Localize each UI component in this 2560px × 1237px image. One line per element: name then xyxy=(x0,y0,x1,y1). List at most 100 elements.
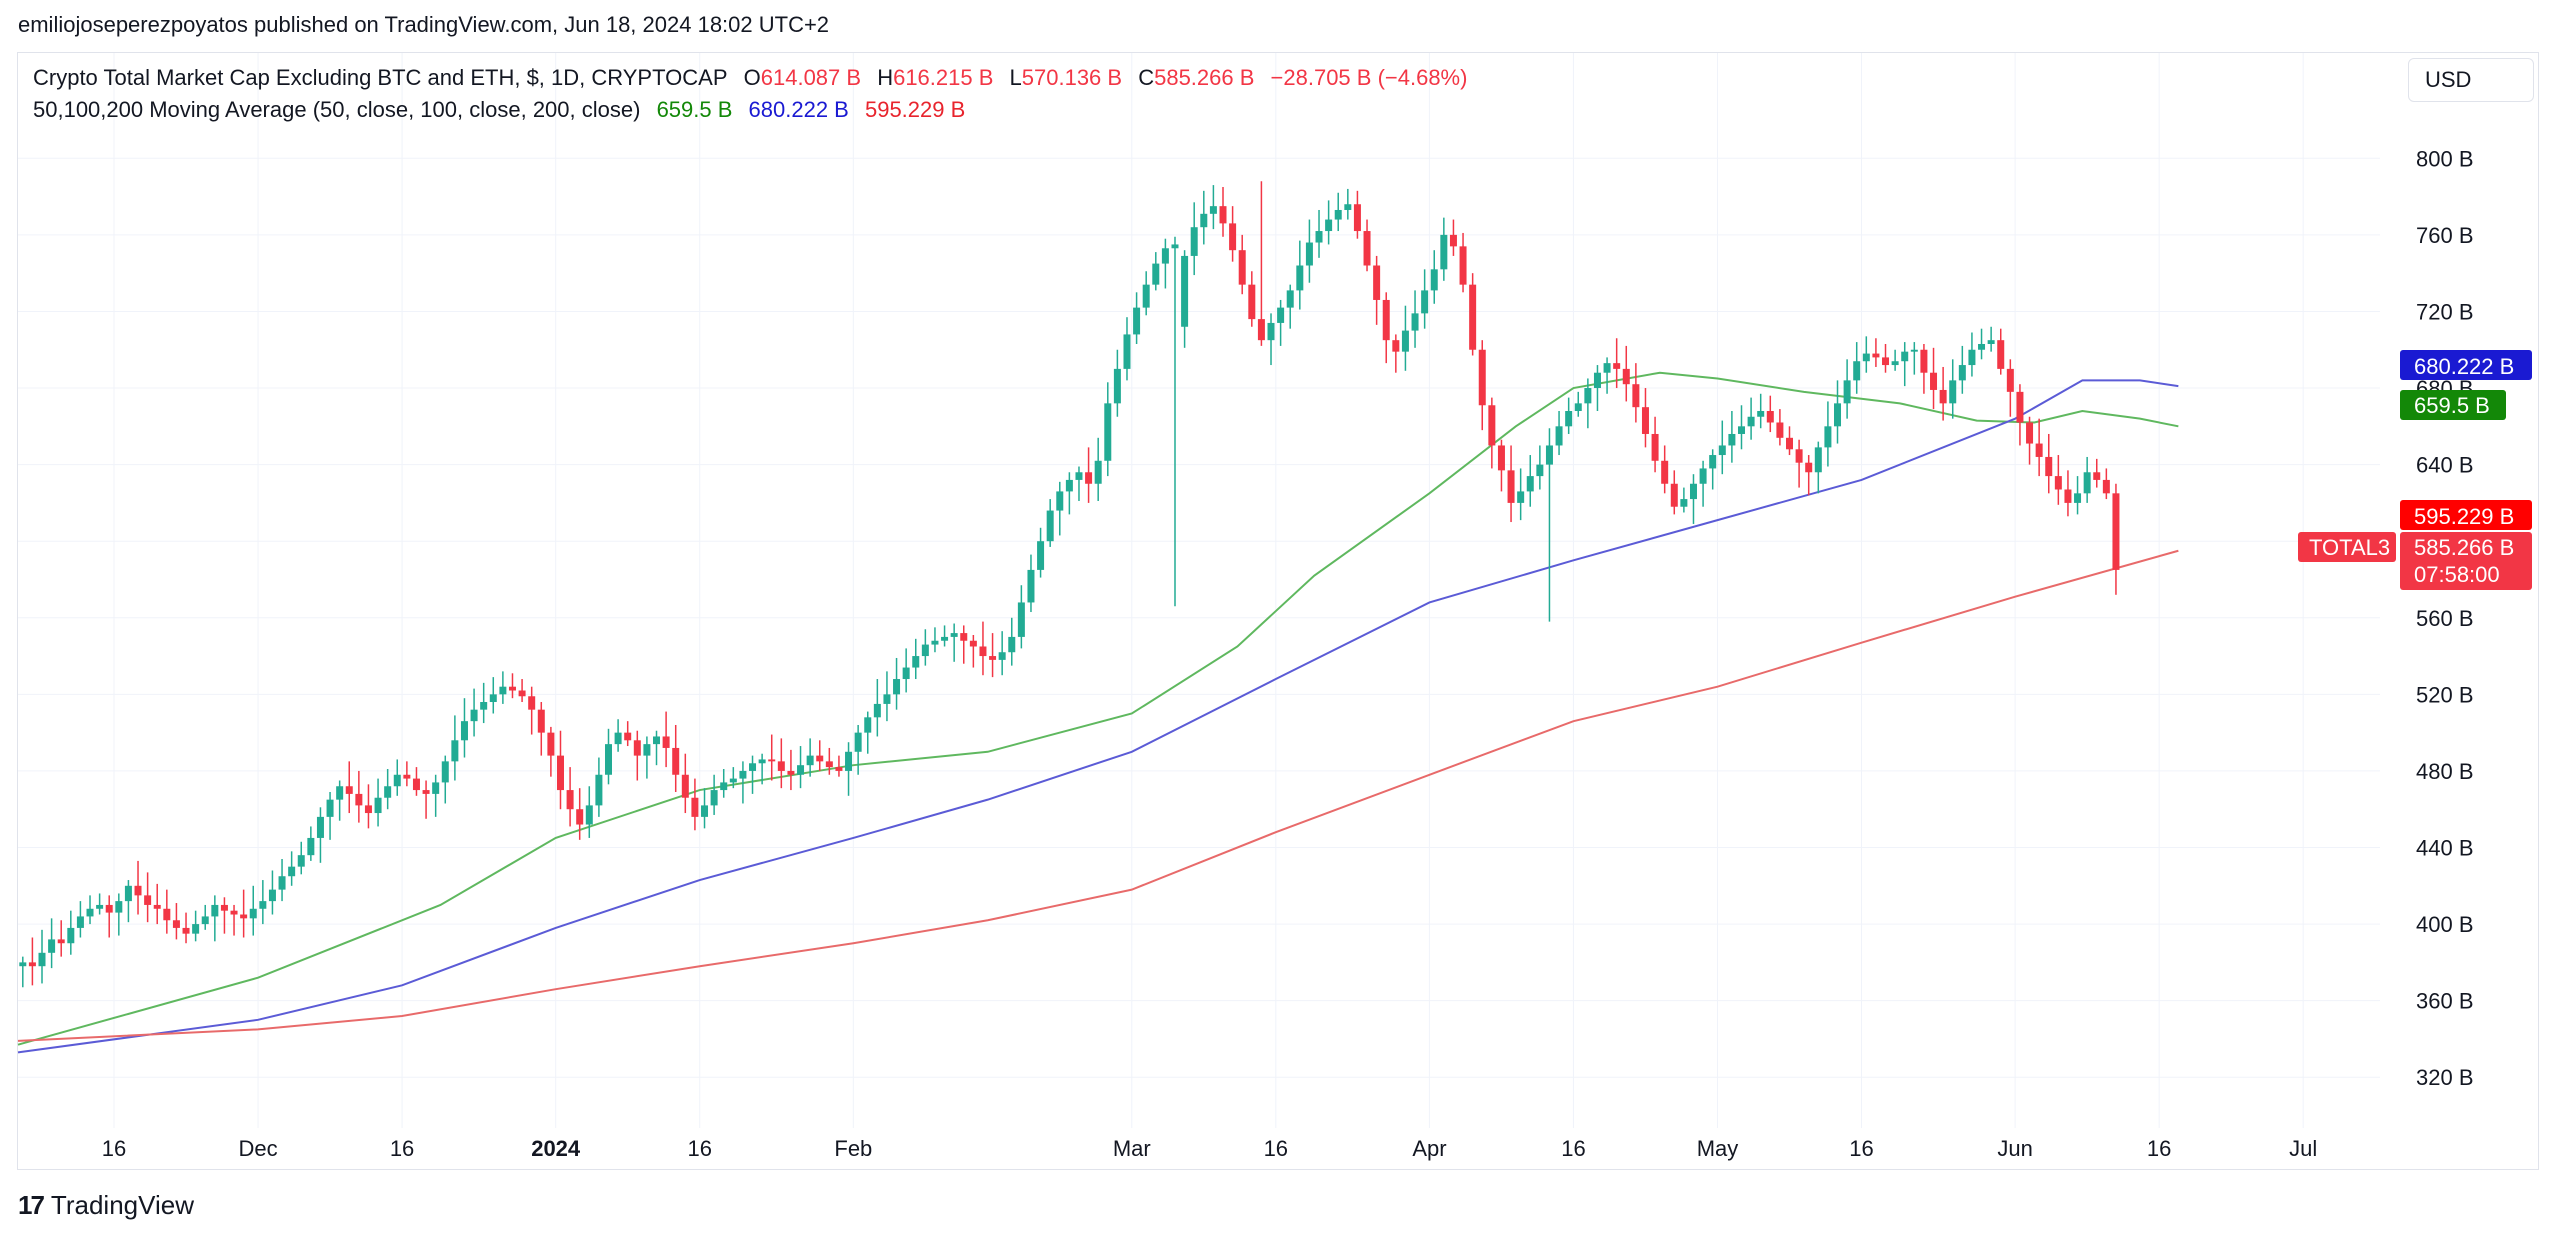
candle-body xyxy=(2035,443,2043,457)
candle xyxy=(1689,474,1697,524)
candle xyxy=(1757,393,1765,429)
candle-body xyxy=(115,901,123,913)
close-label: C xyxy=(1138,65,1155,90)
candle xyxy=(1334,192,1342,232)
candle xyxy=(653,730,661,766)
time-tick-label: Jun xyxy=(1997,1136,2032,1161)
candle-body xyxy=(528,696,536,710)
candle xyxy=(480,682,488,724)
time-tick-label: 16 xyxy=(1849,1136,1873,1161)
candle-body xyxy=(1209,206,1217,214)
candle xyxy=(749,755,757,794)
candle xyxy=(1545,428,1553,622)
candle-body xyxy=(816,755,824,762)
candle-body xyxy=(595,774,603,806)
candle-body xyxy=(1958,365,1966,381)
candle xyxy=(1622,345,1630,402)
candle xyxy=(2093,458,2101,488)
candle xyxy=(873,679,881,737)
candle xyxy=(998,631,1006,676)
candle-body xyxy=(211,904,219,917)
candle-body xyxy=(672,747,680,775)
candle xyxy=(1786,426,1793,456)
price-tick-label: 560 B xyxy=(2416,606,2474,631)
candle-body xyxy=(1718,445,1726,456)
candle-body xyxy=(1171,244,1179,249)
candle xyxy=(556,730,564,810)
candle xyxy=(950,623,958,662)
svg-text:659.5 B: 659.5 B xyxy=(2414,393,2490,418)
candle xyxy=(1267,313,1275,366)
last-price-badge: 585.266 B 07:58:00 xyxy=(2400,532,2532,590)
high-value: 616.215 B xyxy=(893,65,994,90)
candle xyxy=(1094,437,1102,501)
candle xyxy=(2102,468,2110,500)
candle xyxy=(1766,395,1774,433)
candle-body xyxy=(1277,307,1285,323)
candle-body xyxy=(1661,460,1669,484)
candle xyxy=(1123,317,1131,381)
candle xyxy=(422,780,430,819)
candle xyxy=(259,880,267,925)
candle xyxy=(1497,439,1505,492)
candle-body xyxy=(797,765,805,775)
candle xyxy=(1862,336,1870,373)
candle xyxy=(1363,219,1371,272)
candle xyxy=(2074,476,2082,515)
candle-body xyxy=(124,885,132,902)
candle-body xyxy=(585,805,593,825)
candle-body xyxy=(1286,290,1294,308)
candle xyxy=(1978,328,1986,360)
candle-body xyxy=(1353,204,1361,232)
symbol-legend: Crypto Total Market Cap Excluding BTC an… xyxy=(33,65,1477,91)
candle xyxy=(979,621,987,676)
candle-body xyxy=(163,908,171,921)
candle xyxy=(1834,380,1842,444)
candle xyxy=(268,870,276,915)
candle xyxy=(1901,342,1909,387)
candle xyxy=(230,904,238,936)
candle xyxy=(1958,345,1966,394)
svg-text:07:58:00: 07:58:00 xyxy=(2414,562,2500,587)
candle-body xyxy=(912,656,920,668)
candle-body xyxy=(316,816,324,838)
candle-body xyxy=(864,717,872,733)
candle-body xyxy=(336,786,344,800)
candle xyxy=(633,730,641,781)
candle xyxy=(614,719,622,752)
candle xyxy=(1373,255,1381,325)
candle xyxy=(1401,305,1409,371)
price-tick-label: 440 B xyxy=(2416,836,2474,861)
candle-body xyxy=(2054,476,2062,490)
tradingview-brand[interactable]: 17 TradingView xyxy=(18,1190,194,1221)
candle-body xyxy=(1987,340,1995,344)
candle-body xyxy=(144,895,152,905)
candle xyxy=(38,929,46,984)
currency-button[interactable]: USD xyxy=(2408,58,2534,102)
candle-body xyxy=(76,916,84,928)
candle xyxy=(1344,188,1352,220)
candle xyxy=(1555,411,1563,456)
candle-body xyxy=(1834,403,1842,427)
candle-body xyxy=(758,759,766,764)
candle xyxy=(768,734,776,781)
candle-body xyxy=(1709,455,1717,469)
candle xyxy=(883,671,891,722)
candle xyxy=(326,791,334,840)
candle-body xyxy=(537,709,545,733)
candle xyxy=(1593,365,1601,412)
candle-body xyxy=(2026,422,2034,444)
candle xyxy=(931,627,939,653)
candle-body xyxy=(460,721,468,741)
candle-body xyxy=(1469,284,1477,350)
candle xyxy=(1699,460,1707,507)
candle-body xyxy=(67,927,75,944)
candle-body xyxy=(2016,391,2024,423)
candle xyxy=(662,711,670,768)
price-tick-label: 320 B xyxy=(2416,1065,2474,1090)
candle-body xyxy=(902,667,910,680)
candle-body xyxy=(1997,340,2005,369)
candle xyxy=(1747,397,1755,440)
candle xyxy=(1910,342,1918,375)
